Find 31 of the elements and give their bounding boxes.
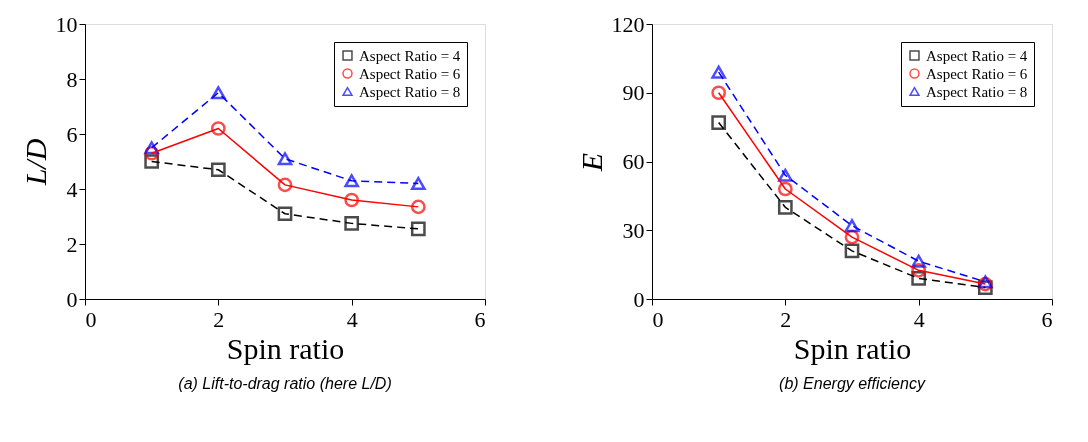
y-tick-label: 4 (66, 176, 78, 202)
y-tick-label: 60 (622, 149, 645, 174)
x-axis-title: Spin ratio (793, 331, 912, 365)
x-tick-label: 0 (652, 306, 664, 332)
y-tick-label: 10 (55, 11, 78, 37)
x-tick-label: 6 (474, 306, 486, 332)
x-tick-label: 4 (346, 306, 358, 332)
legend-label: Aspect Ratio = 6 (926, 65, 1028, 82)
y-tick-label: 0 (633, 286, 645, 312)
y-tick-label: 2 (66, 231, 78, 257)
y-tick-label: 6 (66, 121, 78, 147)
legend-label: Aspect Ratio = 4 (926, 47, 1028, 64)
legend-label: Aspect Ratio = 8 (359, 83, 461, 100)
y-axis-title: L/D (18, 138, 52, 187)
legend-label: Aspect Ratio = 8 (926, 83, 1028, 100)
x-tick-label: 0 (85, 306, 97, 332)
x-tick-label: 2 (213, 306, 225, 332)
x-axis-title: Spin ratio (226, 331, 345, 365)
x-tick-label: 2 (780, 306, 792, 332)
y-tick-label: 0 (66, 286, 78, 312)
x-tick-label: 6 (1041, 306, 1053, 332)
x-tick-label: 4 (913, 306, 925, 332)
y-tick-label: 8 (66, 66, 78, 92)
legend-label: Aspect Ratio = 4 (359, 47, 461, 64)
legend-label: Aspect Ratio = 6 (359, 65, 461, 82)
text: (b) Energy efficiency (779, 375, 926, 392)
y-tick-label: 30 (622, 217, 645, 243)
y-tick-label: 90 (622, 80, 645, 106)
text: (a) Lift-to-drag ratio (here L/D) (178, 375, 392, 392)
y-axis-title: E (574, 152, 608, 173)
y-tick-label: 120 (611, 11, 645, 37)
